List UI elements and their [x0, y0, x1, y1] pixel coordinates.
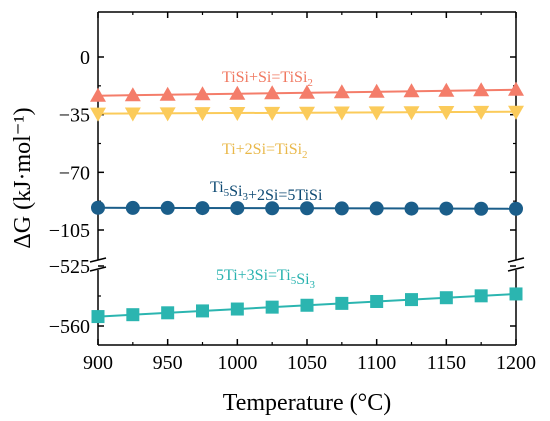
x-tick-label: 1050	[287, 352, 327, 374]
data-point	[126, 308, 140, 322]
y-tick-label: −35	[59, 105, 90, 127]
data-point	[124, 107, 141, 122]
data-point	[230, 302, 244, 316]
data-point	[299, 84, 315, 99]
data-point	[194, 86, 211, 101]
data-point	[333, 84, 350, 99]
y-tick-label: −105	[49, 220, 90, 242]
data-point	[195, 201, 210, 216]
data-point	[161, 306, 175, 320]
x-tick-label: 1200	[496, 352, 536, 374]
data-point	[90, 87, 106, 102]
x-tick-label: 1100	[357, 352, 396, 374]
data-point	[473, 105, 490, 120]
data-point	[368, 106, 385, 121]
data-point	[439, 291, 453, 305]
data-point	[438, 106, 455, 121]
y-tick-label: −560	[49, 316, 90, 338]
data-point	[334, 201, 349, 216]
data-point	[124, 87, 141, 102]
data-point	[299, 106, 315, 121]
data-point	[474, 201, 489, 216]
y-tick-label: −70	[59, 162, 90, 184]
data-point	[125, 200, 140, 215]
y-ticks: 0 −35 −70 −105 −525 −560	[49, 47, 516, 338]
data-point	[368, 83, 385, 98]
data-point	[333, 106, 350, 121]
axis-break-left	[89, 257, 107, 272]
x-axis-title: Temperature (°C)	[223, 390, 392, 416]
data-point	[196, 304, 209, 318]
y-tick-label: 0	[80, 47, 90, 69]
x-tick-label: 950	[153, 352, 183, 374]
data-point	[229, 85, 246, 100]
x-tick-label: 1000	[217, 352, 257, 374]
data-point	[300, 298, 314, 312]
data-point	[508, 81, 524, 96]
data-point	[160, 200, 175, 215]
x-tick-label: 1150	[427, 352, 466, 374]
data-point	[265, 201, 280, 216]
data-point	[264, 106, 281, 121]
data-point	[405, 293, 418, 307]
data-point	[438, 82, 455, 97]
data-point	[229, 107, 246, 122]
data-point	[509, 287, 523, 301]
data-point	[473, 82, 490, 97]
data-point	[159, 86, 176, 101]
y-tick-label: −525	[49, 256, 90, 278]
data-point	[300, 201, 314, 216]
series-label-3: 5Ti+3Si=Ti5Si3	[216, 267, 316, 291]
x-tick-label: 900	[83, 352, 113, 374]
data-point	[403, 106, 420, 121]
data-point	[230, 201, 245, 216]
x-ticks: 900 950 1000 1050 1100 1150 1200	[83, 12, 536, 374]
data-point	[91, 310, 105, 324]
data-point	[91, 200, 105, 215]
data-point	[439, 201, 454, 216]
series-label-1: Ti+2Si=TiSi2	[222, 141, 308, 161]
data-point	[194, 107, 211, 122]
data-point	[509, 201, 523, 216]
data-point	[474, 289, 488, 303]
data-point	[265, 300, 279, 314]
series-labels: TiSi+Si=TiSi2 Ti+2Si=TiSi2 Ti5Si3+2Si=5TiS…	[210, 69, 323, 291]
data-point	[403, 83, 420, 98]
series-label-0: TiSi+Si=TiSi2	[222, 69, 313, 89]
data-point	[508, 105, 524, 120]
data-point	[370, 294, 384, 308]
data-point	[90, 107, 106, 122]
data-point	[335, 296, 349, 310]
series-label-2: Ti5Si3+2Si=5TiSi	[210, 179, 323, 204]
data-point	[369, 201, 384, 216]
data-point	[159, 107, 176, 122]
data-point	[404, 201, 419, 216]
y-axis-title: ΔG (kJ·mol⁻¹)	[10, 107, 36, 248]
data-point	[264, 85, 281, 100]
axis-break-right	[507, 257, 525, 272]
series-layer	[90, 81, 524, 324]
